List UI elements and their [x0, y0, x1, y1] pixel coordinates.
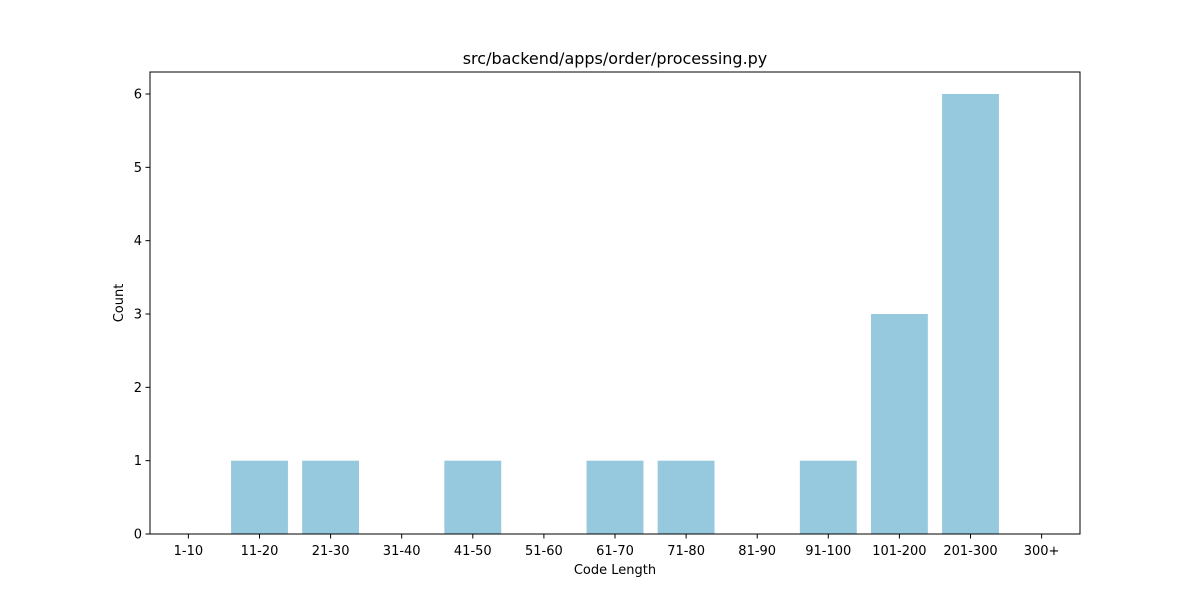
x-tick-label: 81-90: [738, 544, 776, 559]
bar-41-50: [444, 460, 502, 534]
x-tick-label: 41-50: [454, 544, 492, 559]
y-axis: 0 1 2 3 4 5 6: [134, 88, 150, 543]
bars-group: [231, 94, 999, 534]
x-tick-label: 51-60: [525, 544, 563, 559]
y-tick-label: 6: [134, 88, 142, 103]
y-tick-label: 3: [134, 308, 142, 323]
x-tick-label: 11-20: [241, 544, 279, 559]
x-tick-label: 201-300: [943, 544, 997, 559]
bar-101-200: [870, 314, 928, 534]
x-tick-label: 300+: [1024, 544, 1060, 559]
y-axis-title: Count: [112, 284, 127, 323]
x-axis-title: Code Length: [574, 563, 656, 578]
chart-title: src/backend/apps/order/processing.py: [463, 49, 768, 68]
bar-91-100: [799, 460, 857, 534]
bar-201-300: [942, 94, 999, 534]
y-tick-label: 2: [134, 381, 142, 396]
x-tick-label: 101-200: [872, 544, 926, 559]
bar-71-80: [657, 460, 715, 534]
y-tick-label: 1: [134, 454, 142, 469]
bar-11-20: [231, 460, 288, 534]
y-tick-label: 5: [134, 161, 142, 176]
plot-area-frame: [149, 71, 1081, 535]
x-tick-label: 31-40: [383, 544, 421, 559]
x-tick-label: 21-30: [312, 544, 350, 559]
y-tick-label: 0: [134, 528, 142, 543]
x-tick-label: 91-100: [805, 544, 851, 559]
x-tick-label: 1-10: [174, 544, 204, 559]
y-tick-label: 4: [134, 234, 142, 249]
bar-21-30: [302, 460, 360, 534]
x-tick-label: 71-80: [667, 544, 705, 559]
bar-61-70: [586, 460, 644, 534]
x-tick-label: 61-70: [596, 544, 634, 559]
x-axis: 1-10 11-20 21-30 31-40 41-50 51-60 61-70 71-80 8…: [174, 534, 1060, 559]
